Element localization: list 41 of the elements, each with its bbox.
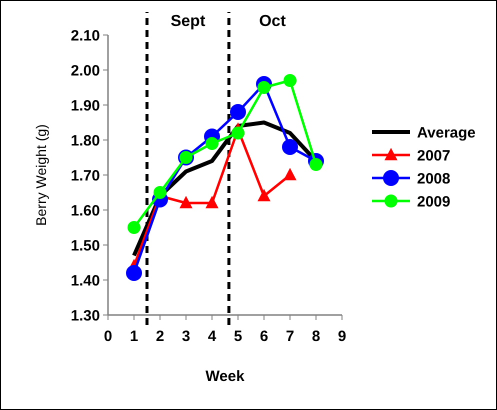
point [258, 188, 270, 202]
x-axis-title: Week [206, 368, 246, 385]
x-tick-label: 6 [260, 328, 268, 345]
point [284, 168, 296, 180]
x-tick-label: 2 [156, 328, 164, 345]
point [154, 186, 166, 199]
y-tick-label: 1.50 [70, 237, 100, 254]
point [180, 196, 192, 208]
y-tick-label: 2.00 [70, 62, 100, 80]
x-tick-label: 7 [286, 328, 294, 345]
point [258, 81, 270, 94]
x-tick-label: 5 [234, 328, 242, 345]
x-tick-label: 1 [130, 328, 138, 345]
text: Sept [170, 13, 206, 30]
y-tick-label: 1.70 [70, 167, 100, 184]
x-tick-label: 8 [312, 328, 320, 345]
point [126, 265, 142, 281]
x-tick-label: 0 [104, 328, 112, 345]
legend-label: 2007 [417, 147, 450, 164]
point [230, 104, 246, 120]
legend-label: 2009 [417, 193, 450, 210]
point [310, 158, 322, 171]
point [284, 74, 296, 87]
x-tick-label: 3 [182, 328, 190, 345]
text: Oct [259, 13, 286, 30]
point [206, 137, 218, 150]
y-tick-label: 2.10 [70, 27, 100, 44]
y-tick-label: 1.30 [70, 307, 100, 324]
point [206, 196, 218, 208]
y-tick-label: 1.40 [70, 272, 100, 290]
point [128, 221, 140, 234]
legend-label: Average [417, 124, 476, 142]
point [232, 126, 244, 140]
y-tick-label: 1.60 [70, 202, 100, 220]
y-tick-label: 1.90 [70, 97, 100, 114]
legend-label: 2008 [417, 170, 450, 188]
y-tick-label: 1.80 [70, 132, 100, 150]
x-tick-label: 9 [338, 328, 346, 345]
point [282, 139, 298, 155]
y-axis-title: Berry Weight (g) [33, 124, 49, 226]
x-tick-label: 4 [208, 328, 217, 345]
